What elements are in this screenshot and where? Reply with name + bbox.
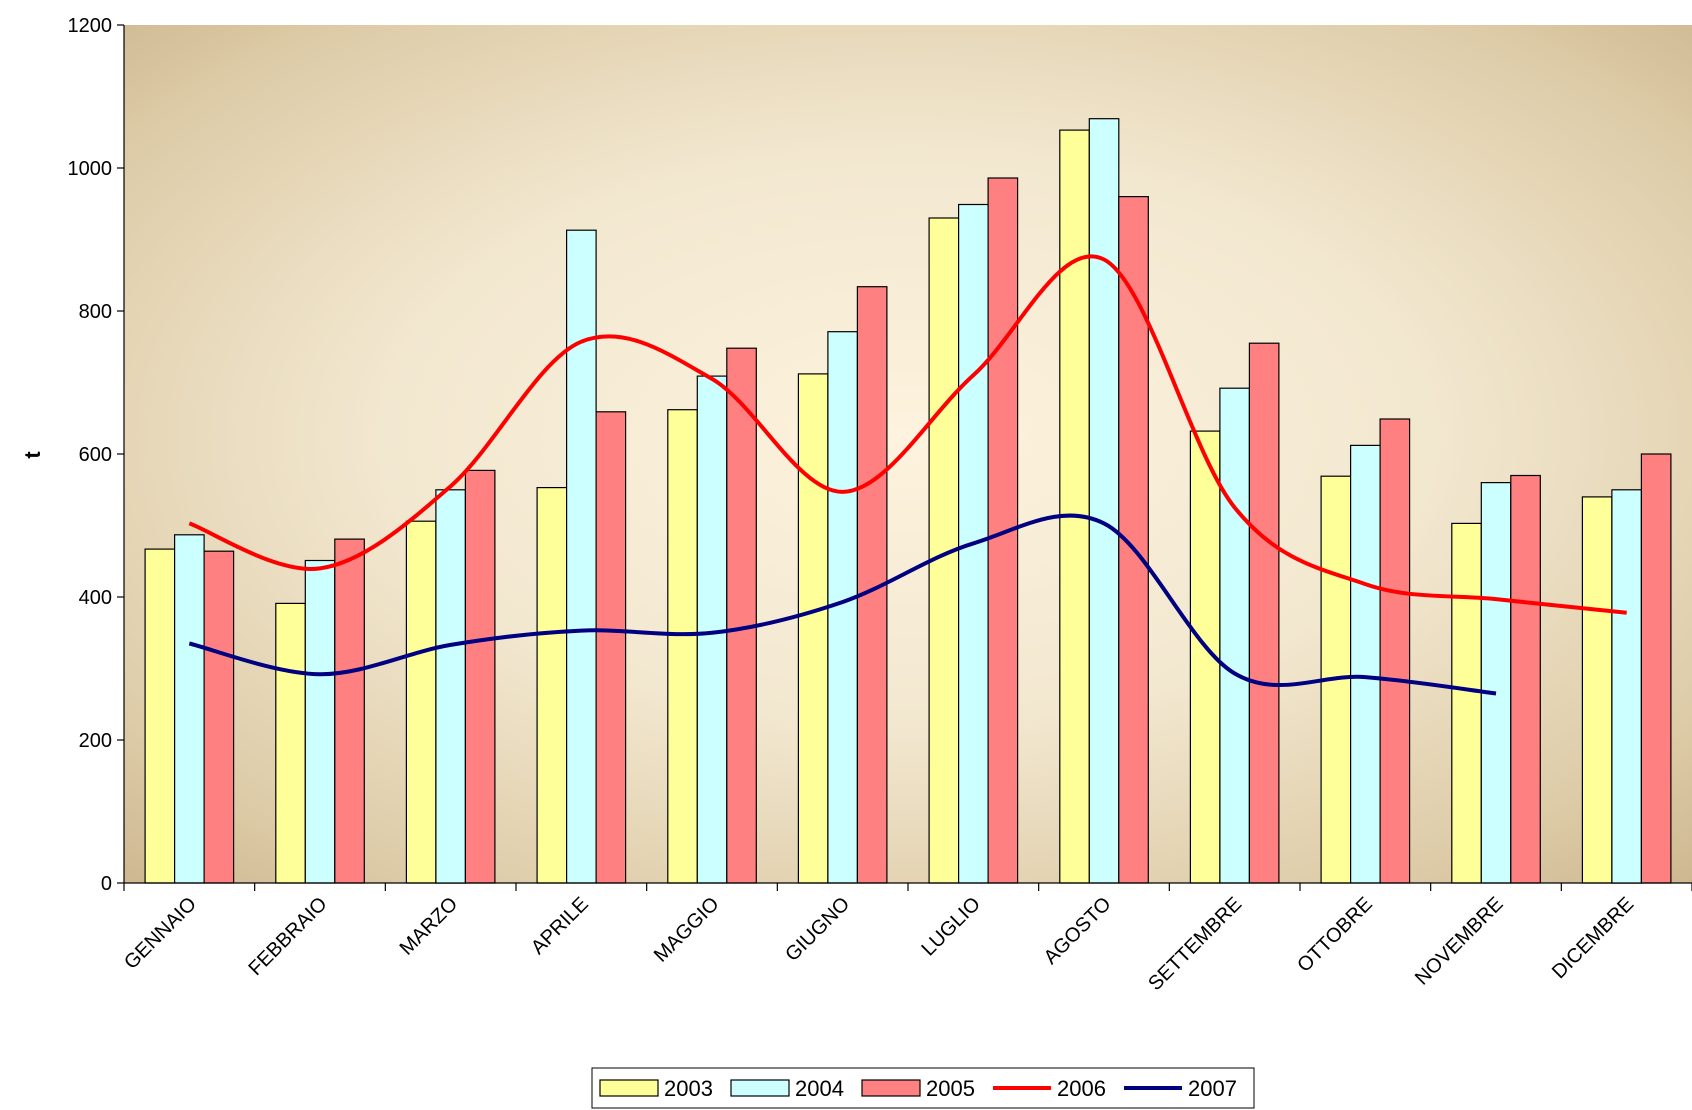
legend: 2003 2004 2005 2006 2007 — [591, 1067, 1255, 1109]
bar-2005-maggio — [726, 347, 757, 884]
x-tick-label-ottobre: OTTOBRE — [1293, 893, 1377, 977]
legend-label-2006: 2006 — [1057, 1076, 1106, 1101]
y-tick-label-0: 0 — [101, 873, 112, 895]
x-tick-label-giugno: GIUGNO — [781, 893, 854, 966]
x-tick-label-febbraio: FEBBRAIO — [244, 893, 331, 980]
x-tick-label-agosto: AGOSTO — [1040, 893, 1116, 969]
bar-2003-giugno — [797, 373, 829, 884]
bar-2003-febbraio — [275, 602, 306, 884]
y-tick-label-200: 200 — [79, 730, 112, 752]
x-tick-label-novembre: NOVEMBRE — [1411, 893, 1507, 989]
y-tick-label-400: 400 — [79, 587, 112, 609]
legend-label-2005: 2005 — [926, 1076, 975, 1101]
bar-2003-aprile — [536, 487, 568, 884]
x-tick-label-marzo: MARZO — [396, 893, 463, 960]
legend-label-2003: 2003 — [664, 1076, 713, 1101]
y-tick-label-800: 800 — [79, 301, 112, 323]
x-tick-labels: GENNAIO FEBBRAIO MARZO APRILE MAGGIO GIUGNO LU… — [120, 893, 1638, 995]
line-2006 — [188, 254, 1627, 615]
axes-layer — [117, 24, 1692, 891]
bar-2005-febbraio — [334, 538, 365, 884]
x-tick-label-gennaio: GENNAIO — [120, 893, 201, 974]
bar-2005-settembre — [1248, 342, 1280, 884]
x-tick-label-aprile: APRILE — [527, 893, 593, 959]
y-axis-title: t — [20, 451, 45, 459]
bar-2004-marzo — [435, 489, 466, 884]
bar-2003-marzo — [405, 520, 437, 884]
legend-label-2004: 2004 — [795, 1076, 844, 1101]
bar-2004-settembre — [1219, 387, 1251, 884]
bar-2004-ottobre — [1349, 444, 1381, 884]
bar-2004-gennaio — [174, 534, 205, 884]
bar-2003-gennaio — [144, 548, 176, 884]
bar-2005-aprile — [595, 411, 627, 884]
x-tick-label-dicembre: DICEMBRE — [1548, 893, 1638, 983]
bar-2005-gennaio — [203, 550, 235, 884]
legend-swatch-2003 — [599, 1079, 659, 1097]
bar-2004-aprile — [565, 229, 597, 884]
bar-2004-agosto — [1088, 118, 1120, 884]
bar-2003-agosto — [1059, 129, 1090, 884]
y-tick-label-1000: 1000 — [68, 158, 113, 180]
bar-2005-giugno — [856, 286, 888, 884]
bar-2005-marzo — [464, 469, 496, 884]
bar-2004-dicembre — [1611, 489, 1643, 884]
legend-swatch-2004 — [730, 1079, 790, 1097]
bar-2005-ottobre — [1379, 418, 1411, 884]
bar-2003-dicembre — [1581, 496, 1613, 884]
bar-2005-novembre — [1510, 474, 1541, 884]
bar-2004-febbraio — [304, 559, 336, 884]
legend-items: 2003 2004 2005 2006 2007 — [599, 1076, 1237, 1101]
legend-swatch-2005 — [861, 1079, 921, 1097]
y-tick-label-600: 600 — [79, 444, 112, 466]
y-tick-label-1200: 1200 — [68, 15, 113, 37]
bar-2004-maggio — [696, 375, 728, 884]
bar-2003-novembre — [1451, 522, 1482, 884]
x-tick-label-settembre: SETTEMBRE — [1144, 893, 1246, 995]
x-tick-label-maggio: MAGGIO — [650, 893, 724, 967]
x-tick-label-luglio: LUGLIO — [917, 893, 984, 960]
lines-layer — [188, 254, 1627, 696]
bar-2005-dicembre — [1640, 453, 1672, 884]
bar-2003-maggio — [667, 409, 698, 884]
bar-2004-novembre — [1480, 482, 1512, 884]
y-tick-labels: 0 200 400 600 800 1000 1200 — [68, 15, 113, 895]
plot-area — [124, 25, 1692, 883]
line-2007 — [188, 513, 1497, 696]
legend-label-2007: 2007 — [1188, 1076, 1237, 1101]
